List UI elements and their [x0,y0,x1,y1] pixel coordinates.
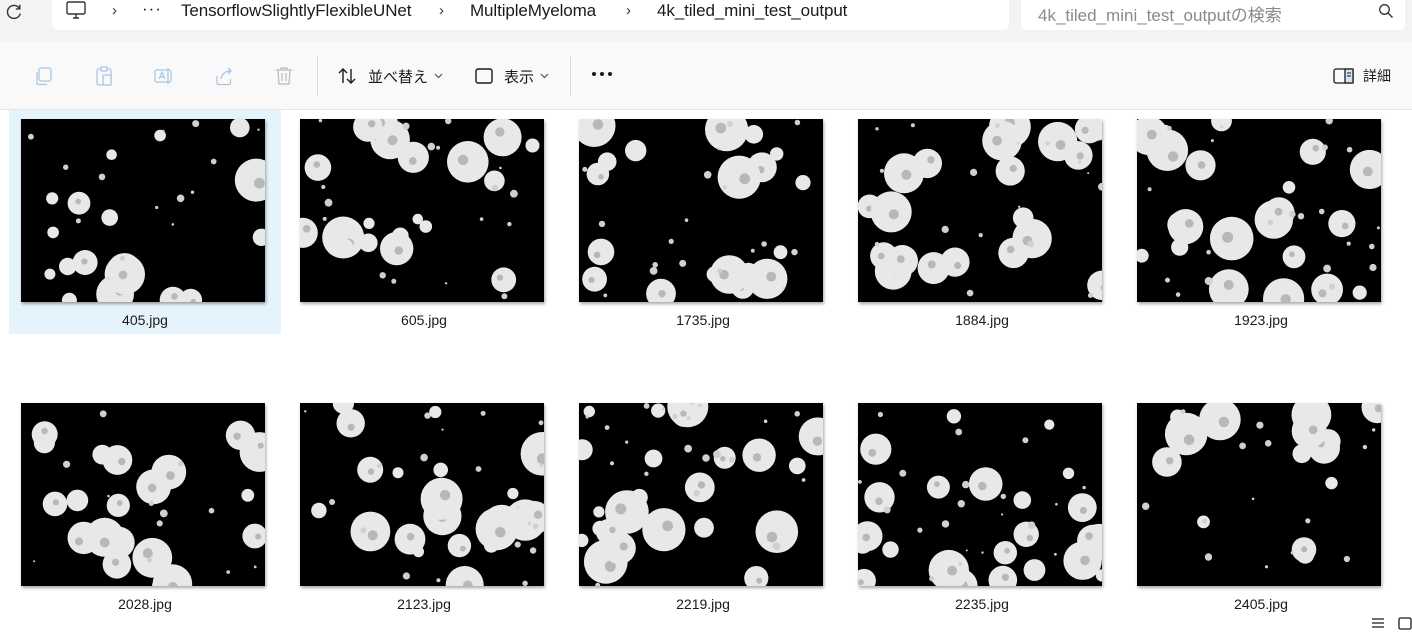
chevron-down-icon [434,73,443,79]
search-box[interactable]: 4k_tiled_mini_test_outputの検索 [1021,0,1405,30]
sort-label: 並べ替え [368,68,429,86]
tile-view-icon[interactable] [1397,615,1412,631]
file-name: 605.jpg [401,312,447,328]
computer-icon[interactable] [65,0,87,22]
file-grid: 405.jpg 605.jpg 1735.jpg 1884.jpg 1923.jpg 20… [0,110,1412,633]
file-name: 1923.jpg [1234,312,1288,328]
rename-icon[interactable] [153,65,175,87]
command-bar: 並べ替え 表示 詳細 [0,42,1412,110]
file-name: 2219.jpg [676,596,730,612]
file-item[interactable]: 405.jpg [9,110,281,334]
file-thumbnail [21,119,265,302]
file-item[interactable]: 2235.jpg [846,394,1118,618]
breadcrumb-item-multiplemyeloma[interactable]: MultipleMyeloma [470,1,597,20]
file-item[interactable]: 2405.jpg [1125,394,1397,618]
delete-icon[interactable] [273,65,295,87]
file-name: 1735.jpg [676,312,730,328]
details-pane-button[interactable]: 詳細 [1333,64,1391,88]
list-view-icon[interactable] [1370,615,1386,631]
file-item[interactable]: 605.jpg [288,110,560,334]
toolbar-divider [570,56,571,96]
file-item[interactable]: 2219.jpg [567,394,839,618]
breadcrumb-separator: › [626,2,631,19]
breadcrumb-item-current-folder[interactable]: 4k_tiled_mini_test_output [657,1,848,20]
refresh-icon[interactable] [4,2,24,22]
details-label: 詳細 [1363,68,1391,84]
file-name: 1884.jpg [955,312,1009,328]
file-thumbnail [300,119,544,302]
search-input[interactable]: 4k_tiled_mini_test_outputの検索 [1038,6,1282,25]
sort-icon [338,68,356,84]
file-item[interactable]: 1735.jpg [567,110,839,334]
share-icon[interactable] [213,65,235,87]
paste-icon[interactable] [93,65,115,87]
breadcrumb-separator: › [112,2,117,19]
view-button[interactable]: 表示 [474,62,549,90]
breadcrumb-separator: › [439,2,444,19]
file-name: 2123.jpg [397,596,451,612]
file-name: 2028.jpg [118,596,172,612]
file-thumbnail [858,119,1102,302]
file-thumbnail [21,403,265,586]
file-thumbnail [1137,119,1381,302]
view-label: 表示 [504,68,535,86]
file-name: 405.jpg [122,312,168,328]
file-thumbnail [300,403,544,586]
file-thumbnail [579,403,823,586]
file-thumbnail [1137,403,1381,586]
breadcrumb[interactable]: › ··· TensorflowSlightlyFlexibleUNet › M… [52,0,1009,30]
file-thumbnail [858,403,1102,586]
details-pane-icon [1333,68,1354,84]
address-bar-row: › ··· TensorflowSlightlyFlexibleUNet › M… [0,0,1412,42]
file-item[interactable]: 1923.jpg [1125,110,1397,334]
breadcrumb-item-tensorflow[interactable]: TensorflowSlightlyFlexibleUNet [181,1,412,20]
file-name: 2405.jpg [1234,596,1288,612]
file-item[interactable]: 2123.jpg [288,394,560,618]
more-options-icon[interactable] [591,70,613,78]
file-name: 2235.jpg [955,596,1009,612]
file-thumbnail [579,119,823,302]
chevron-down-icon [540,73,549,79]
sort-button[interactable]: 並べ替え [336,62,443,90]
view-icon [475,68,493,84]
toolbar-divider [317,56,318,96]
search-icon[interactable] [1378,3,1394,19]
breadcrumb-overflow-button[interactable]: ··· [142,0,162,18]
file-item[interactable]: 2028.jpg [9,394,281,618]
file-item[interactable]: 1884.jpg [846,110,1118,334]
copy-icon[interactable] [33,65,55,87]
